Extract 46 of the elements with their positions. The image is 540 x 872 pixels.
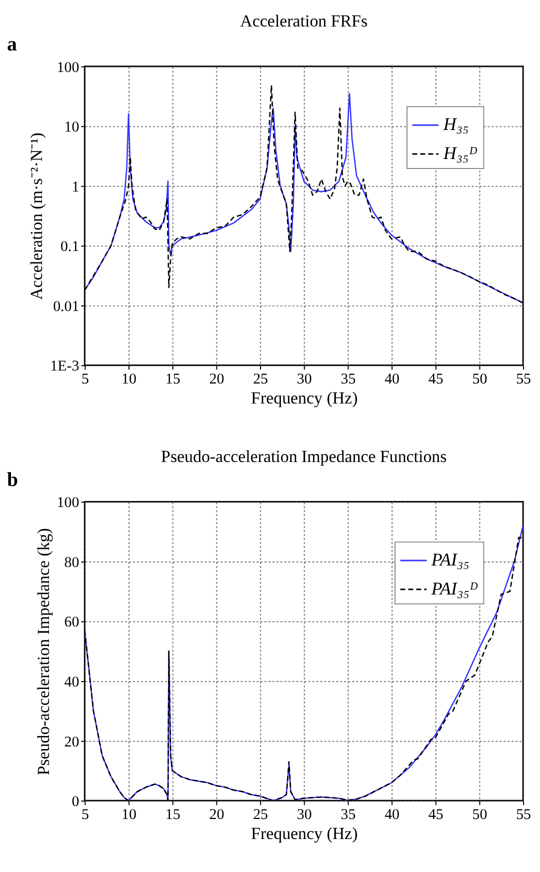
y-tick-label: 40 xyxy=(64,674,80,691)
y-axis-title: Acceleration (m·s⁻²·N⁻¹) xyxy=(27,132,46,300)
x-tick-label: 20 xyxy=(209,807,224,824)
y-tick-label: 1E-3 xyxy=(50,358,80,375)
text: a xyxy=(6,33,17,56)
x-tick-label: 40 xyxy=(384,807,400,824)
x-axis-title: Frequency (Hz) xyxy=(251,388,358,408)
y-tick-label: 80 xyxy=(64,554,80,571)
x-tick-label: 10 xyxy=(122,807,136,824)
x-tick-label: 10 xyxy=(122,372,136,388)
x-tick-label: 20 xyxy=(209,372,224,388)
y-tick-label: 10 xyxy=(64,120,80,136)
x-tick-label: 30 xyxy=(296,807,312,824)
x-tick-label: 25 xyxy=(253,807,268,824)
x-tick-label: 15 xyxy=(165,807,180,824)
x-tick-label: 40 xyxy=(384,372,400,388)
y-tick-label: 0.01 xyxy=(53,298,80,315)
x-tick-label: 5 xyxy=(81,372,89,388)
y-tick-label: 0 xyxy=(72,794,80,810)
chart-title: Pseudo-acceleration Impedance Functions xyxy=(161,446,447,466)
text: b xyxy=(6,468,18,491)
x-tick-label: 55 xyxy=(516,807,532,824)
x-tick-label: 25 xyxy=(253,372,268,388)
y-tick-label: 20 xyxy=(64,734,80,750)
chart-title: Acceleration FRFs xyxy=(240,11,368,30)
y-axis-title: Pseudo-acceleration Impedance (kg) xyxy=(34,528,53,776)
y-tick-label: 0.1 xyxy=(60,239,80,256)
x-tick-label: 45 xyxy=(428,372,444,388)
x-tick-label: 5 xyxy=(81,807,89,824)
x-tick-label: 45 xyxy=(428,807,444,824)
legend-label: H₃₅ xyxy=(442,114,469,134)
y-tick-label: 60 xyxy=(64,614,80,631)
x-tick-label: 35 xyxy=(340,807,356,824)
x-tick-label: 35 xyxy=(340,372,356,388)
legend-label: PAI₃₅ᴰ xyxy=(430,578,478,598)
x-tick-label: 55 xyxy=(516,372,532,388)
x-axis-title: Frequency (Hz) xyxy=(251,824,358,843)
x-tick-label: 50 xyxy=(472,807,488,824)
y-tick-label: 100 xyxy=(56,60,80,76)
legend-label: H₃₅ᴰ xyxy=(442,142,478,163)
x-tick-label: 50 xyxy=(472,372,488,388)
x-tick-label: 15 xyxy=(165,372,180,388)
legend-label: PAI₃₅ xyxy=(430,549,470,570)
y-tick-label: 1 xyxy=(72,179,80,196)
x-tick-label: 30 xyxy=(296,372,312,388)
y-tick-label: 100 xyxy=(56,495,80,512)
